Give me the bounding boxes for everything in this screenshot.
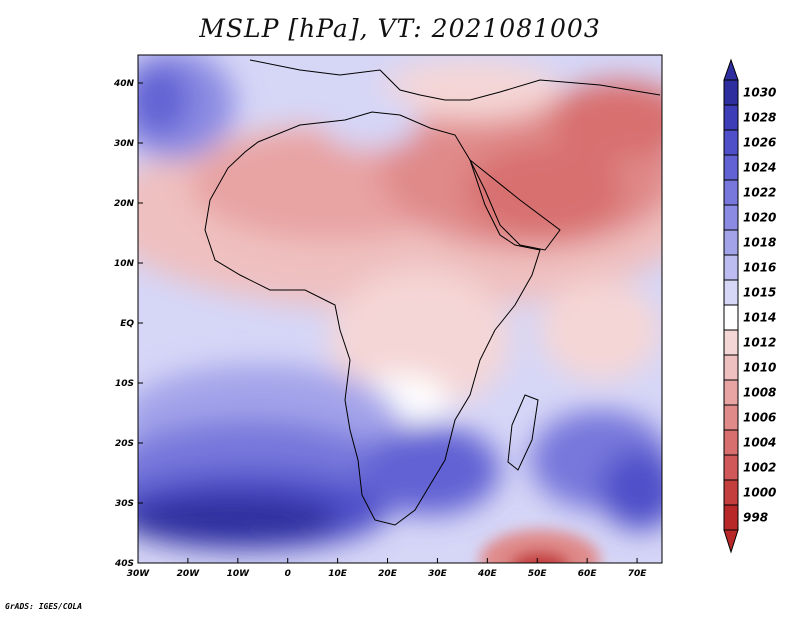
colorbar-cell [723, 429, 739, 456]
colorbar-bottom-arrow [723, 529, 739, 554]
colorbar-label: 1004 [743, 436, 776, 450]
colorbar-label: 1028 [743, 111, 776, 125]
x-tick-label: 70E [628, 569, 648, 579]
colorbar-label: 998 [743, 511, 768, 525]
colorbar-cell [723, 479, 739, 506]
y-tick-label: 30S [115, 499, 134, 509]
pressure-field [138, 55, 662, 563]
colorbar-label: 1010 [743, 361, 776, 375]
arabia-coastline [469, 159, 561, 251]
x-tick-label: 10E [328, 569, 348, 579]
colorbar-cell [723, 204, 739, 231]
x-tick-label: 0 [285, 569, 291, 579]
colorbar-cell [723, 454, 739, 481]
colorbar-label: 1008 [743, 386, 776, 400]
credits-footer: GrADS: IGES/COLA [5, 602, 83, 611]
colorbar-cell [723, 154, 739, 181]
y-tick-label: 40N [113, 79, 135, 89]
x-tick-label: 20E [378, 569, 398, 579]
colorbar-cell [723, 379, 739, 406]
x-tick-label: 30E [428, 569, 448, 579]
y-tick-label: 20S [115, 439, 134, 449]
colorbar-cell [723, 229, 739, 256]
colorbar-label: 1022 [743, 186, 776, 200]
colorbar-label: 1030 [743, 86, 776, 100]
colorbar-label: 1012 [743, 336, 776, 350]
y-tick-label: EQ [120, 319, 134, 329]
colorbar-label: 1006 [743, 411, 776, 425]
colorbar-label: 1020 [743, 211, 776, 225]
colorbar-label: 1016 [743, 261, 776, 275]
colorbar-label: 1015 [743, 286, 776, 300]
colorbar-cell [723, 129, 739, 156]
x-axis-ticks: 30W 20W 10W 0 10E 20E 30E 40E 50E 60E 70E [127, 558, 647, 579]
colorbar-cell [723, 329, 739, 356]
coastlines [204, 59, 661, 526]
x-tick-label: 40E [477, 569, 498, 579]
colorbar-cell [723, 254, 739, 281]
x-tick-label: 20W [177, 569, 201, 579]
europe-coastline [249, 59, 661, 101]
colorbar-label: 1000 [743, 486, 776, 500]
y-tick-label: 10N [114, 259, 135, 269]
colorbar-label: 1018 [743, 236, 776, 250]
map-title: MSLP [hPa], VT: 2021081003 [199, 14, 601, 43]
colorbar-cell [723, 354, 739, 381]
colorbar-cell [723, 79, 739, 106]
colorbar: 1030 1028 1026 1024 1022 1020 1018 1016 1015 1014… [723, 58, 776, 554]
colorbar-label: 1024 [743, 161, 776, 175]
colorbar-cell [723, 279, 739, 306]
x-tick-label: 50E [528, 569, 548, 579]
madagascar-coastline [507, 394, 539, 471]
colorbar-cell [723, 179, 739, 206]
colorbar-cell [723, 104, 739, 131]
y-axis-ticks: 40N 30N 20N 10N EQ 10S 20S 30S 40S [113, 79, 143, 569]
colorbar-cell [723, 404, 739, 431]
colorbar-label: 1014 [743, 311, 776, 325]
colorbar-cell [723, 304, 739, 331]
africa-coastline [204, 111, 541, 526]
colorbar-label: 1002 [743, 461, 776, 475]
x-tick-label: 10W [227, 569, 251, 579]
colorbar-cell [723, 504, 739, 531]
x-tick-label: 30W [127, 569, 151, 579]
plot-frame [137, 54, 663, 564]
y-tick-label: 40S [114, 559, 134, 569]
y-tick-label: 30N [114, 139, 135, 149]
y-tick-label: 20N [114, 199, 135, 209]
colorbar-label: 1026 [743, 136, 776, 150]
colorbar-top-arrow [723, 58, 739, 81]
y-tick-label: 10S [115, 379, 134, 389]
x-tick-label: 60E [578, 569, 598, 579]
